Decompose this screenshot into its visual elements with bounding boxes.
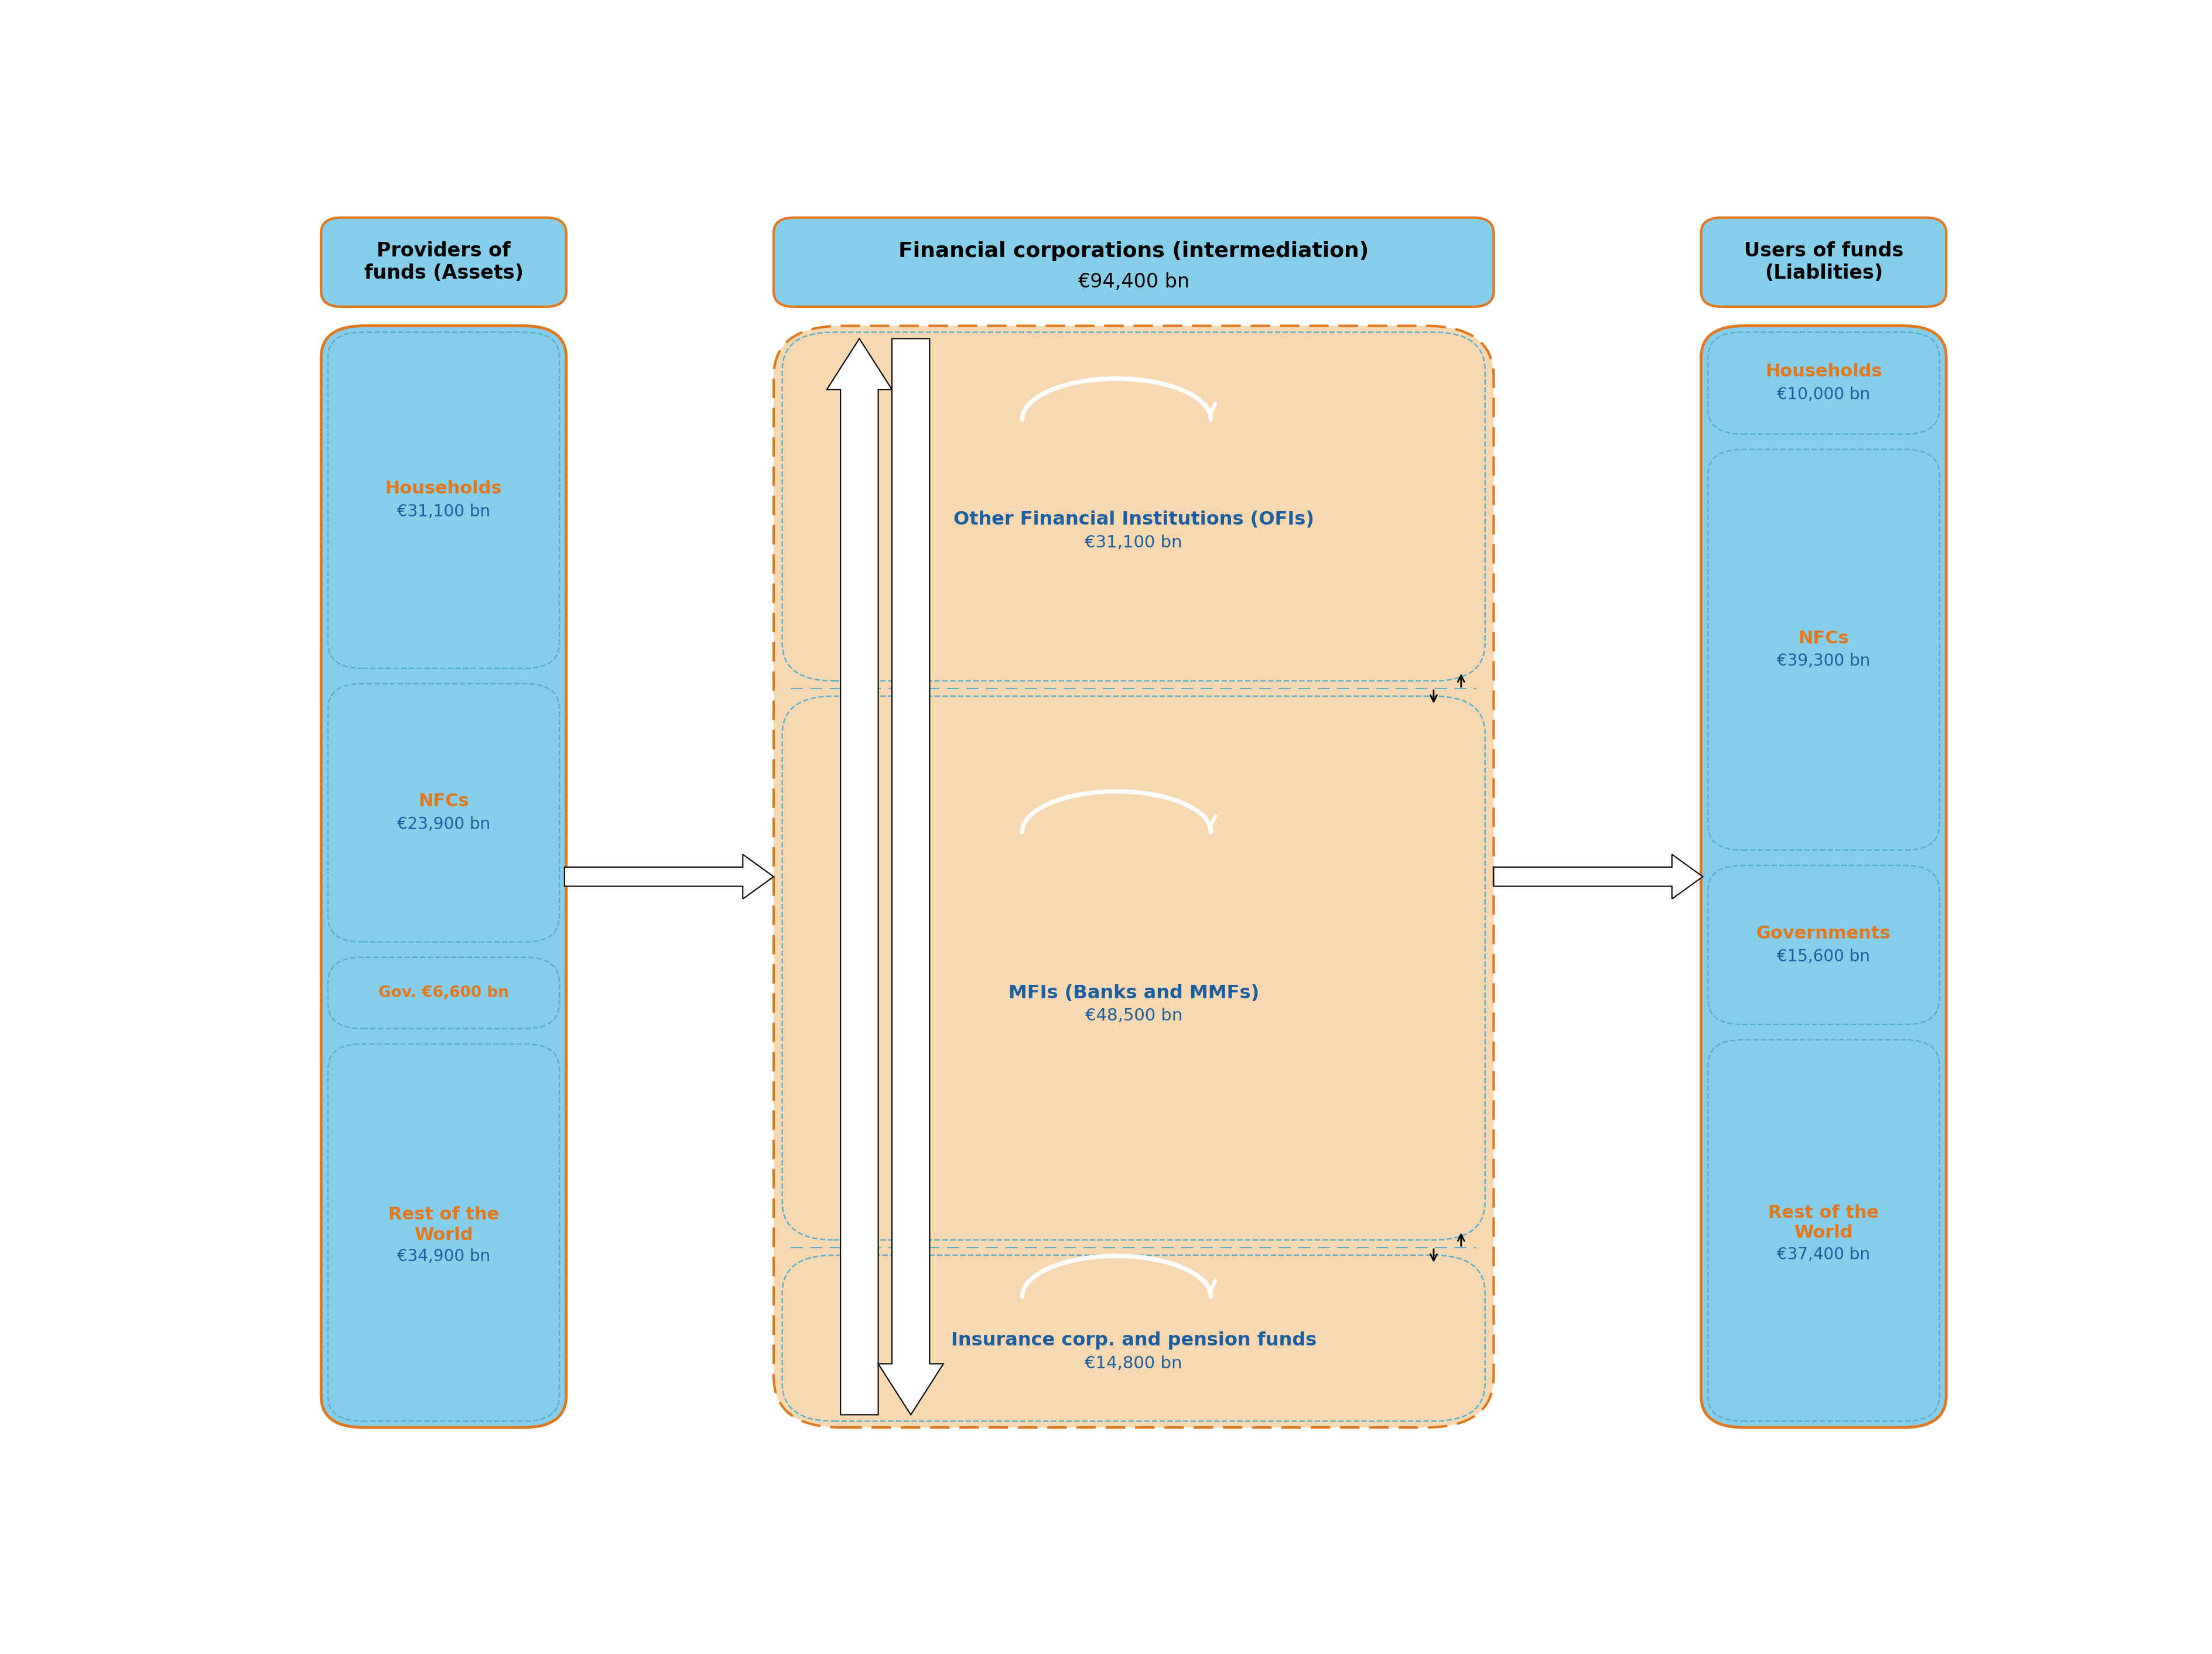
Text: €31,100 bn: €31,100 bn [396,503,491,519]
FancyBboxPatch shape [321,218,566,306]
Text: Insurance corp. and pension funds: Insurance corp. and pension funds [951,1331,1316,1350]
Text: €31,100 bn: €31,100 bn [1084,534,1183,551]
FancyBboxPatch shape [327,1044,560,1421]
Text: Households: Households [385,480,502,498]
Text: Financial corporations (intermediation): Financial corporations (intermediation) [898,241,1369,261]
FancyBboxPatch shape [783,332,1484,681]
FancyArrow shape [1493,855,1703,900]
FancyBboxPatch shape [1708,1040,1940,1421]
Text: Governments: Governments [1756,925,1891,943]
FancyBboxPatch shape [1708,865,1940,1024]
FancyBboxPatch shape [327,332,560,668]
FancyBboxPatch shape [774,326,1493,1427]
Text: €34,900 bn: €34,900 bn [396,1249,491,1265]
Text: Gov. €6,600 bn: Gov. €6,600 bn [378,986,509,1001]
FancyArrow shape [564,855,774,900]
FancyBboxPatch shape [1701,326,1947,1427]
Text: €14,800 bn: €14,800 bn [1084,1355,1183,1371]
Text: Other Financial Institutions (OFIs): Other Financial Institutions (OFIs) [953,511,1314,529]
FancyBboxPatch shape [327,958,560,1029]
Text: Providers of
funds (Assets): Providers of funds (Assets) [365,241,524,283]
FancyBboxPatch shape [1708,332,1940,433]
Text: €48,500 bn: €48,500 bn [1084,1007,1183,1024]
Text: €15,600 bn: €15,600 bn [1776,948,1869,964]
FancyBboxPatch shape [1701,218,1947,306]
Text: Rest of the: Rest of the [1767,1204,1878,1221]
Text: World: World [414,1227,473,1244]
Text: NFCs: NFCs [1798,630,1849,647]
Text: €23,900 bn: €23,900 bn [396,815,491,832]
FancyArrow shape [878,339,942,1414]
Text: €39,300 bn: €39,300 bn [1776,653,1871,670]
FancyArrow shape [827,339,891,1414]
Text: €94,400 bn: €94,400 bn [1077,273,1190,291]
Text: €37,400 bn: €37,400 bn [1776,1247,1871,1264]
Text: World: World [1794,1224,1854,1242]
Text: MFIs (Banks and MMFs): MFIs (Banks and MMFs) [1009,984,1259,1002]
FancyBboxPatch shape [321,326,566,1427]
Text: Users of funds
(Liablities): Users of funds (Liablities) [1743,241,1902,283]
Text: NFCs: NFCs [418,792,469,810]
Text: Rest of the: Rest of the [389,1206,500,1224]
FancyBboxPatch shape [783,696,1484,1240]
Text: €10,000 bn: €10,000 bn [1776,387,1871,404]
FancyBboxPatch shape [783,1255,1484,1421]
FancyBboxPatch shape [327,683,560,943]
FancyBboxPatch shape [774,218,1493,306]
Text: Households: Households [1765,364,1882,380]
FancyBboxPatch shape [1708,450,1940,850]
